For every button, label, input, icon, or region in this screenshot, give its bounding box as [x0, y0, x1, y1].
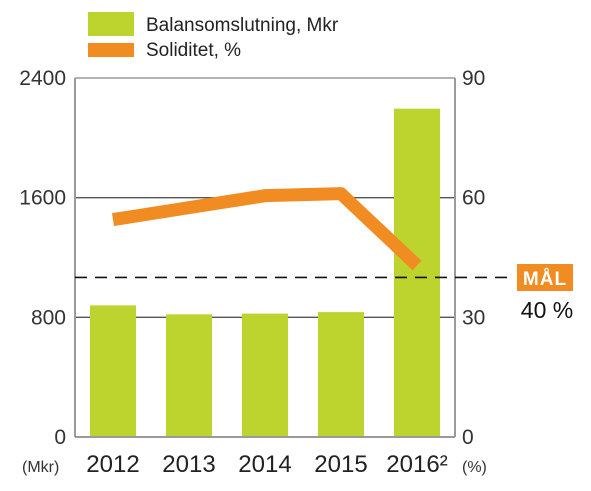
category-labels: 2012 2013 2014 2015 2016²	[86, 451, 447, 478]
target-badge-label: MÅL	[523, 269, 567, 290]
bar-2	[242, 313, 288, 437]
left-tick-label: 1600	[19, 187, 66, 210]
left-tick-label: 0	[54, 426, 66, 449]
left-tick-labels: 0 800 1600 2400	[19, 67, 66, 449]
category-label: 2016²	[386, 451, 447, 478]
soliditet-line	[111, 187, 422, 271]
right-tick-label: 0	[462, 426, 474, 449]
right-tick-label: 60	[462, 187, 485, 210]
legend-label-bar: Balansomslutning, Mkr	[146, 15, 339, 36]
left-unit-label: (Mkr)	[22, 459, 59, 476]
line-series	[111, 187, 422, 271]
target-badge	[517, 264, 573, 291]
legend: Balansomslutning, Mkr Soliditet, %	[88, 12, 339, 61]
right-unit-label: (%)	[462, 459, 487, 476]
right-tick-label: 30	[462, 306, 485, 329]
right-tick-label: 90	[462, 67, 485, 90]
bar-1	[166, 314, 212, 437]
bar-0	[90, 305, 136, 437]
legend-swatch-line	[88, 43, 134, 57]
legend-label-line: Soliditet, %	[146, 40, 241, 61]
legend-swatch-bar	[88, 12, 134, 36]
category-label: 2013	[162, 451, 215, 478]
left-tick-label: 2400	[19, 67, 66, 90]
left-tick-label: 800	[31, 306, 66, 329]
category-label: 2012	[86, 451, 139, 478]
target-value-label: 40 %	[521, 297, 573, 323]
category-label: 2015	[314, 451, 367, 478]
bar-4	[394, 108, 440, 437]
category-label: 2014	[238, 451, 291, 478]
right-tick-labels: 0 30 60 90	[462, 67, 485, 449]
bars	[90, 108, 440, 437]
bar-3	[318, 312, 364, 437]
